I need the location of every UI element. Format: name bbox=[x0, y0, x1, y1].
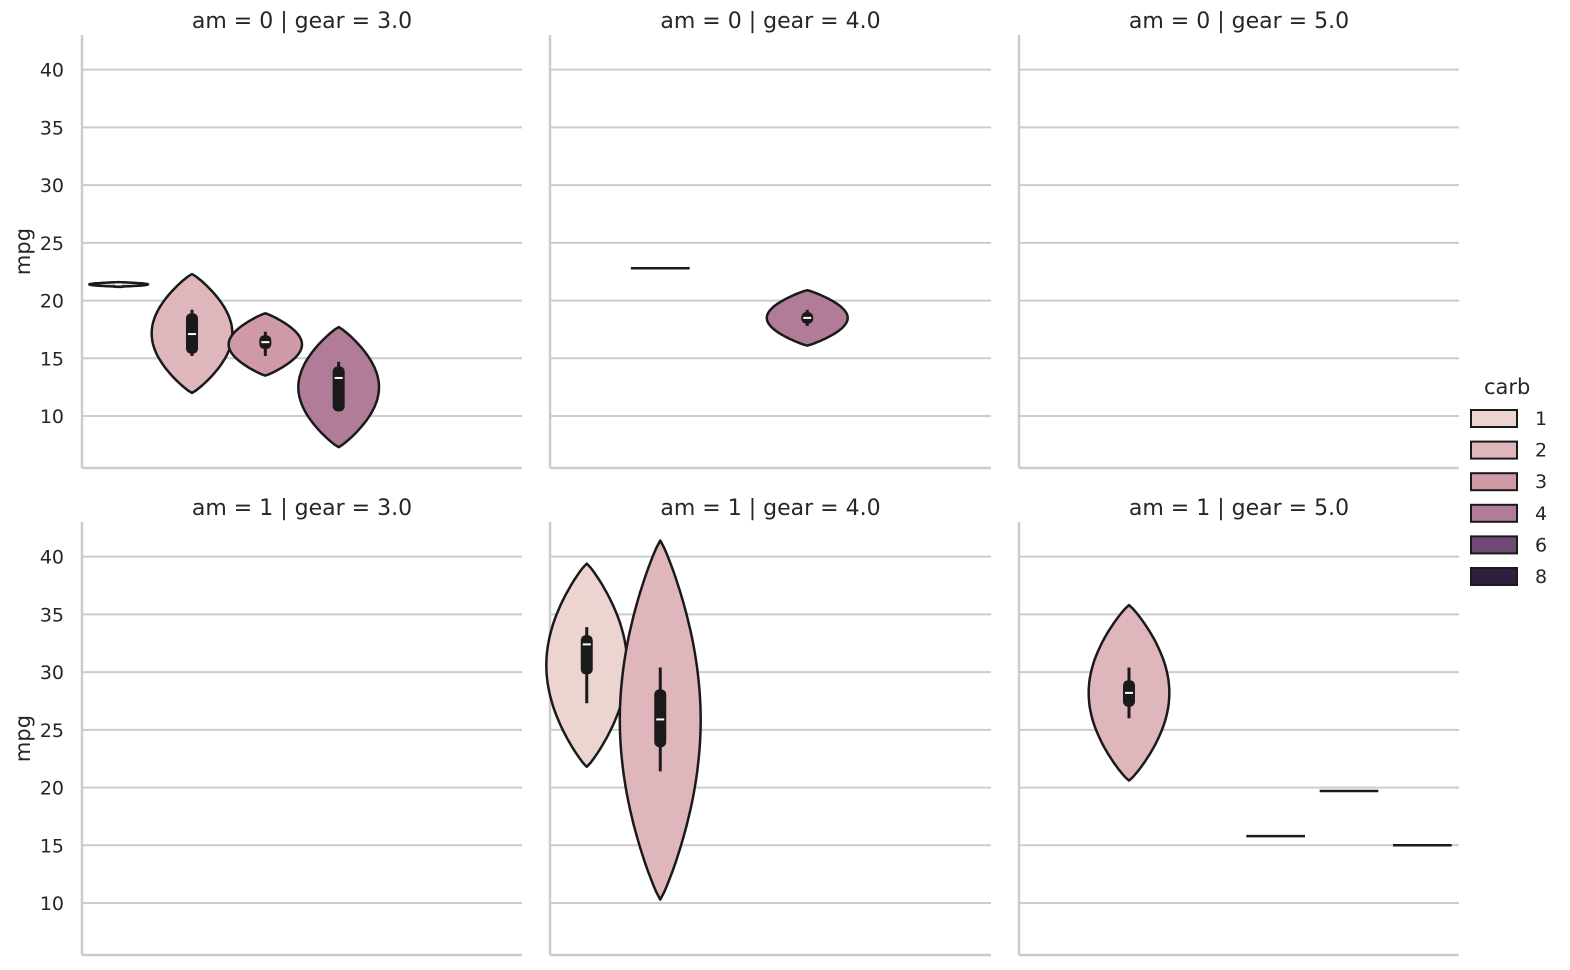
y-axis-label: mpg bbox=[11, 228, 35, 275]
facet-panel: am = 0 | gear = 4.0 bbox=[548, 9, 991, 470]
facet-title: am = 0 | gear = 5.0 bbox=[1129, 9, 1349, 34]
facet-panel: am = 1 | gear = 4.0 bbox=[545, 496, 991, 957]
facet-panel: am = 0 | gear = 5.0 bbox=[1017, 9, 1459, 470]
facet-title: am = 0 | gear = 4.0 bbox=[660, 9, 880, 34]
facet-panel: am = 0 | gear = 3.0 10 15 20 25 30 35 40 mpg bbox=[11, 9, 522, 470]
facet-panel: am = 1 | gear = 5.0 bbox=[1017, 496, 1459, 957]
legend-title: carb bbox=[1484, 375, 1530, 399]
y-tick-label: 35 bbox=[40, 604, 64, 626]
facet-title: am = 1 | gear = 3.0 bbox=[192, 496, 412, 521]
y-tick-label: 30 bbox=[40, 662, 64, 684]
y-tick-label: 40 bbox=[40, 547, 64, 569]
facet-title: am = 1 | gear = 4.0 bbox=[660, 496, 880, 521]
y-tick-label: 20 bbox=[40, 291, 64, 313]
legend-label: 2 bbox=[1535, 440, 1547, 462]
y-tick-label: 15 bbox=[40, 835, 64, 857]
facet-panel: am = 1 | gear = 3.0 10 15 20 25 30 35 40 mpg bbox=[11, 496, 522, 957]
legend-label: 4 bbox=[1535, 503, 1547, 525]
y-axis-label: mpg bbox=[11, 715, 35, 762]
violin-iqr-box bbox=[332, 366, 345, 412]
legend-swatch bbox=[1470, 472, 1518, 492]
legend-swatch bbox=[1470, 535, 1518, 555]
y-tick-label: 15 bbox=[40, 348, 64, 370]
violin-iqr-box bbox=[580, 635, 593, 675]
y-tick-label: 25 bbox=[40, 720, 64, 742]
y-tick-label: 35 bbox=[40, 117, 64, 139]
legend-label: 8 bbox=[1535, 566, 1547, 588]
legend-swatch bbox=[1470, 409, 1518, 428]
y-tick-label: 25 bbox=[40, 233, 64, 255]
legend-label: 1 bbox=[1535, 408, 1547, 430]
legend-swatch bbox=[1470, 567, 1518, 586]
legend-label: 6 bbox=[1535, 534, 1547, 556]
legend-swatch bbox=[1470, 440, 1518, 460]
y-tick-label: 10 bbox=[40, 406, 64, 428]
facet-title: am = 1 | gear = 5.0 bbox=[1129, 496, 1349, 521]
legend-swatch bbox=[1470, 503, 1518, 523]
violin-iqr-box bbox=[654, 689, 667, 748]
legend-label: 3 bbox=[1535, 471, 1547, 493]
y-tick-label: 30 bbox=[40, 175, 64, 197]
facet-title: am = 0 | gear = 3.0 bbox=[192, 9, 412, 34]
y-tick-label: 40 bbox=[40, 60, 64, 82]
y-tick-label: 10 bbox=[40, 893, 64, 915]
y-tick-label: 20 bbox=[40, 778, 64, 800]
